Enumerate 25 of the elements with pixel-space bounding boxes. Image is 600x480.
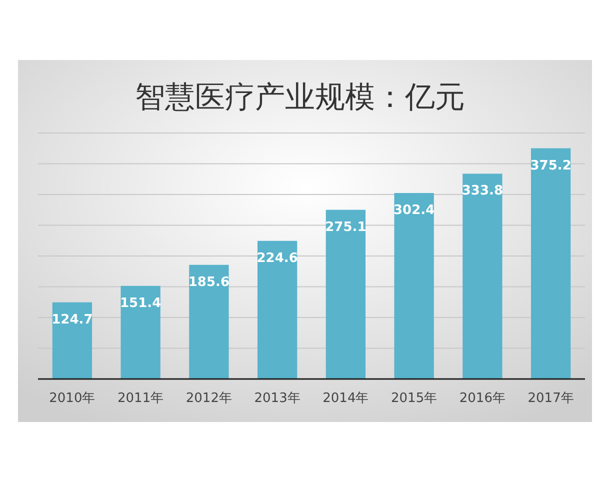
data-label: 375.2 — [530, 158, 572, 174]
bar — [326, 210, 366, 379]
data-label: 151.4 — [120, 296, 162, 311]
x-tick-label: 2015年 — [391, 391, 438, 406]
bar — [462, 174, 502, 379]
bar — [52, 302, 92, 379]
data-label: 333.8 — [462, 184, 503, 199]
data-label: 124.7 — [52, 312, 93, 328]
bar — [530, 148, 571, 379]
x-tick-label: 2014年 — [322, 391, 369, 406]
x-tick-label: 2012年 — [186, 391, 232, 406]
chart-title: 智慧医疗产业规模：亿元 — [135, 80, 465, 115]
data-label: 275.1 — [325, 220, 366, 235]
data-label: 302.4 — [394, 203, 435, 218]
x-tick-label: 2011年 — [118, 391, 164, 406]
x-tick-label: 2010年 — [49, 391, 96, 406]
bar — [120, 286, 160, 379]
data-label: 185.6 — [188, 274, 230, 290]
bar — [257, 240, 298, 379]
x-tick-label: 2016年 — [459, 391, 506, 406]
x-tick-label: 2013年 — [254, 391, 300, 406]
bar — [189, 264, 229, 379]
data-label: 224.6 — [256, 250, 298, 266]
bar — [394, 193, 434, 379]
x-tick-label: 2017年 — [528, 391, 574, 406]
